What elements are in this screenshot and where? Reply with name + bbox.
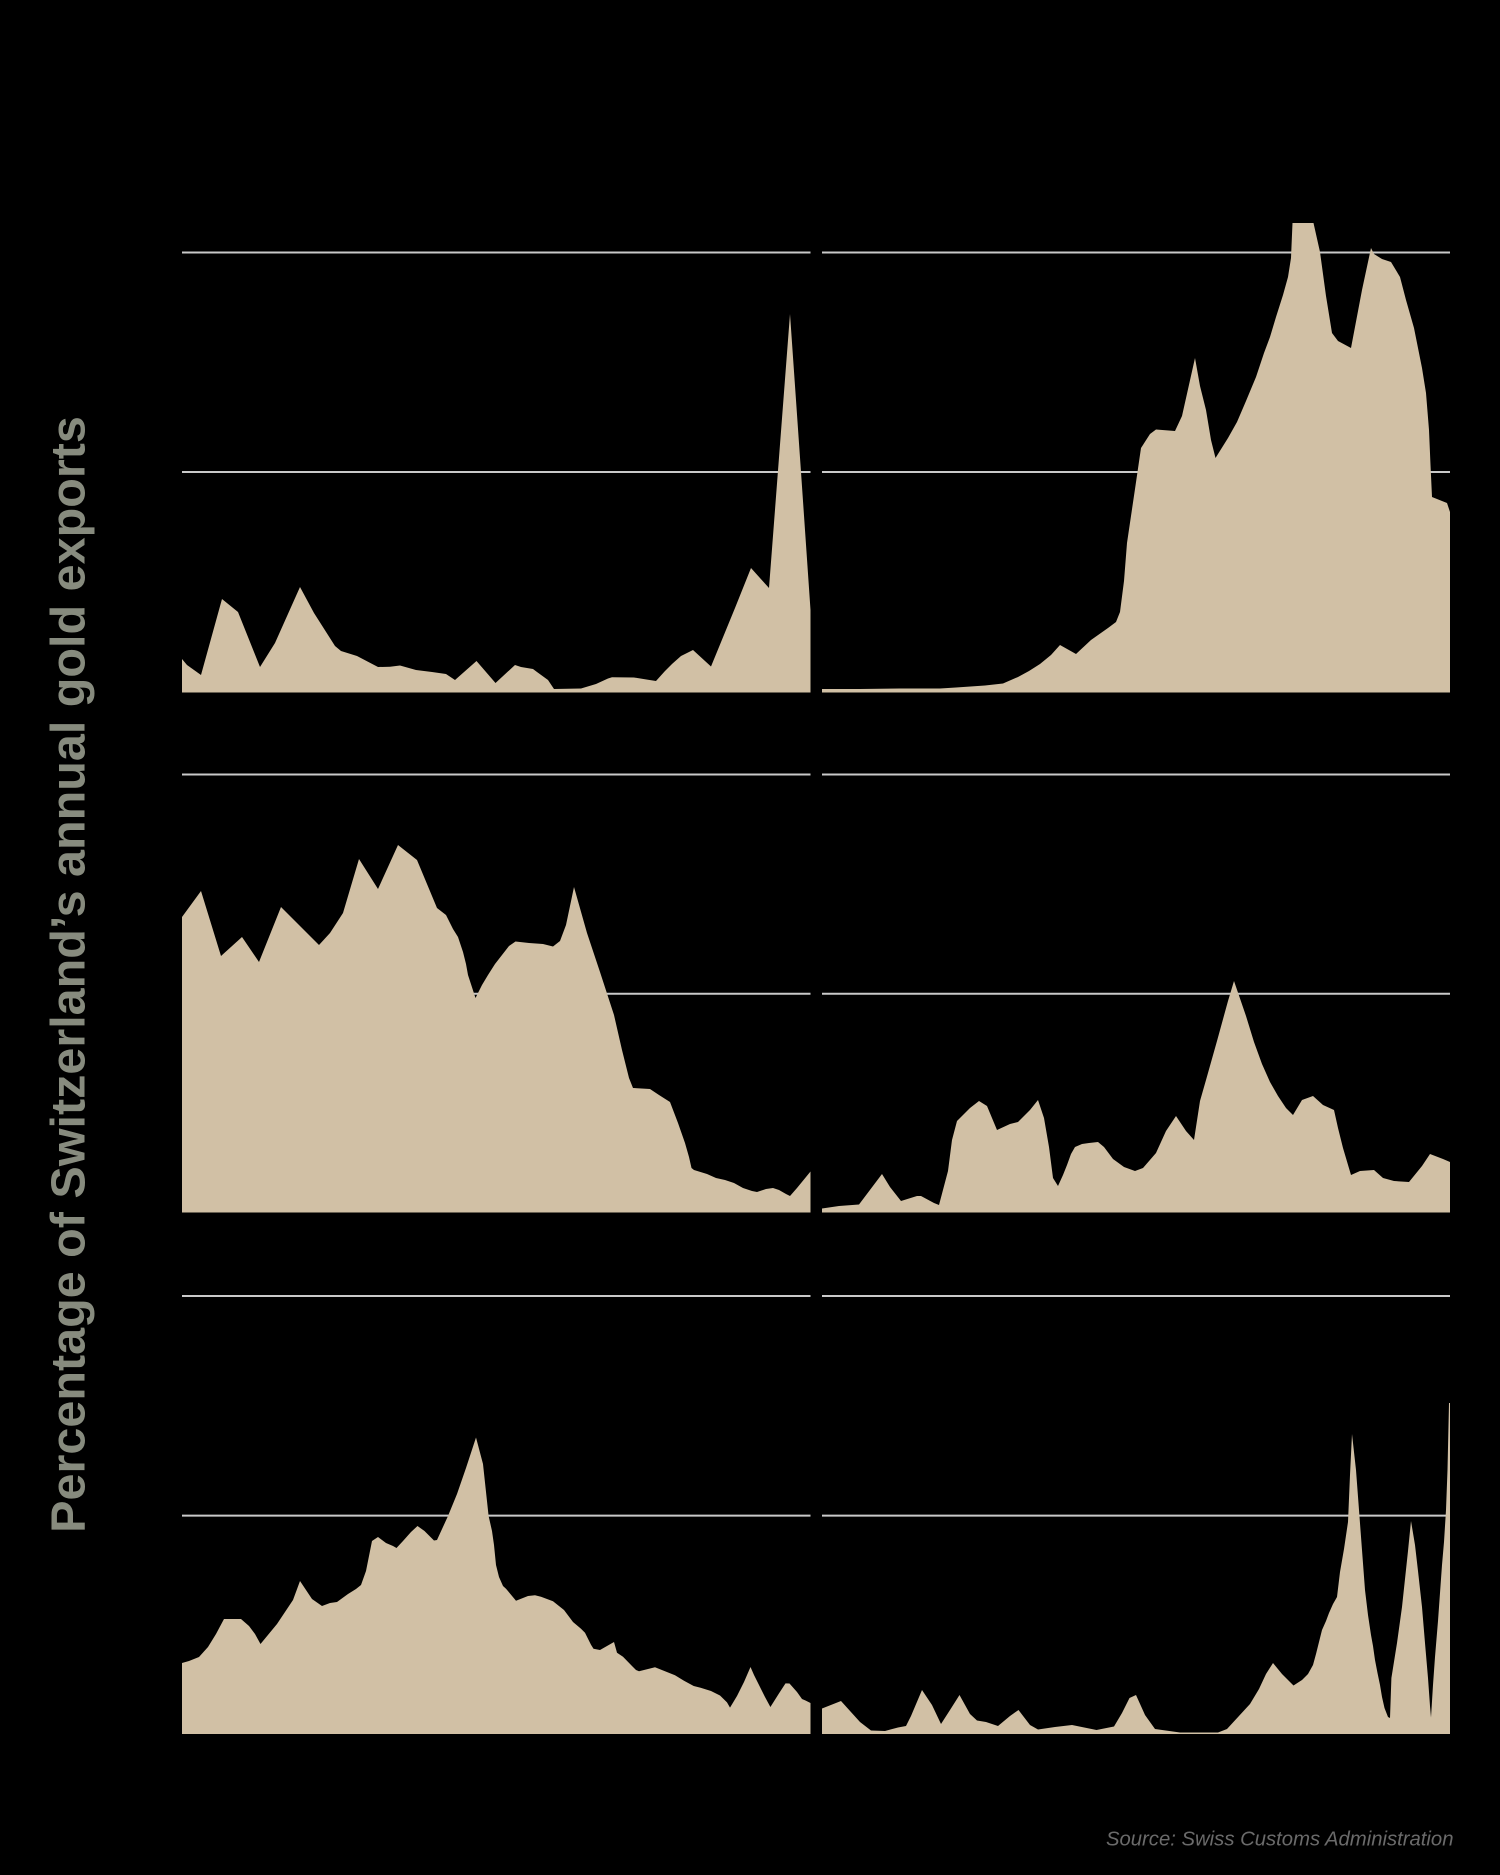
svg-text:Percentage of Switzerland’s an: Percentage of Switzerland’s annual gold … xyxy=(42,416,96,1533)
svg-text:Source: Swiss Customs Administ: Source: Swiss Customs Administration xyxy=(1106,1829,1454,1851)
